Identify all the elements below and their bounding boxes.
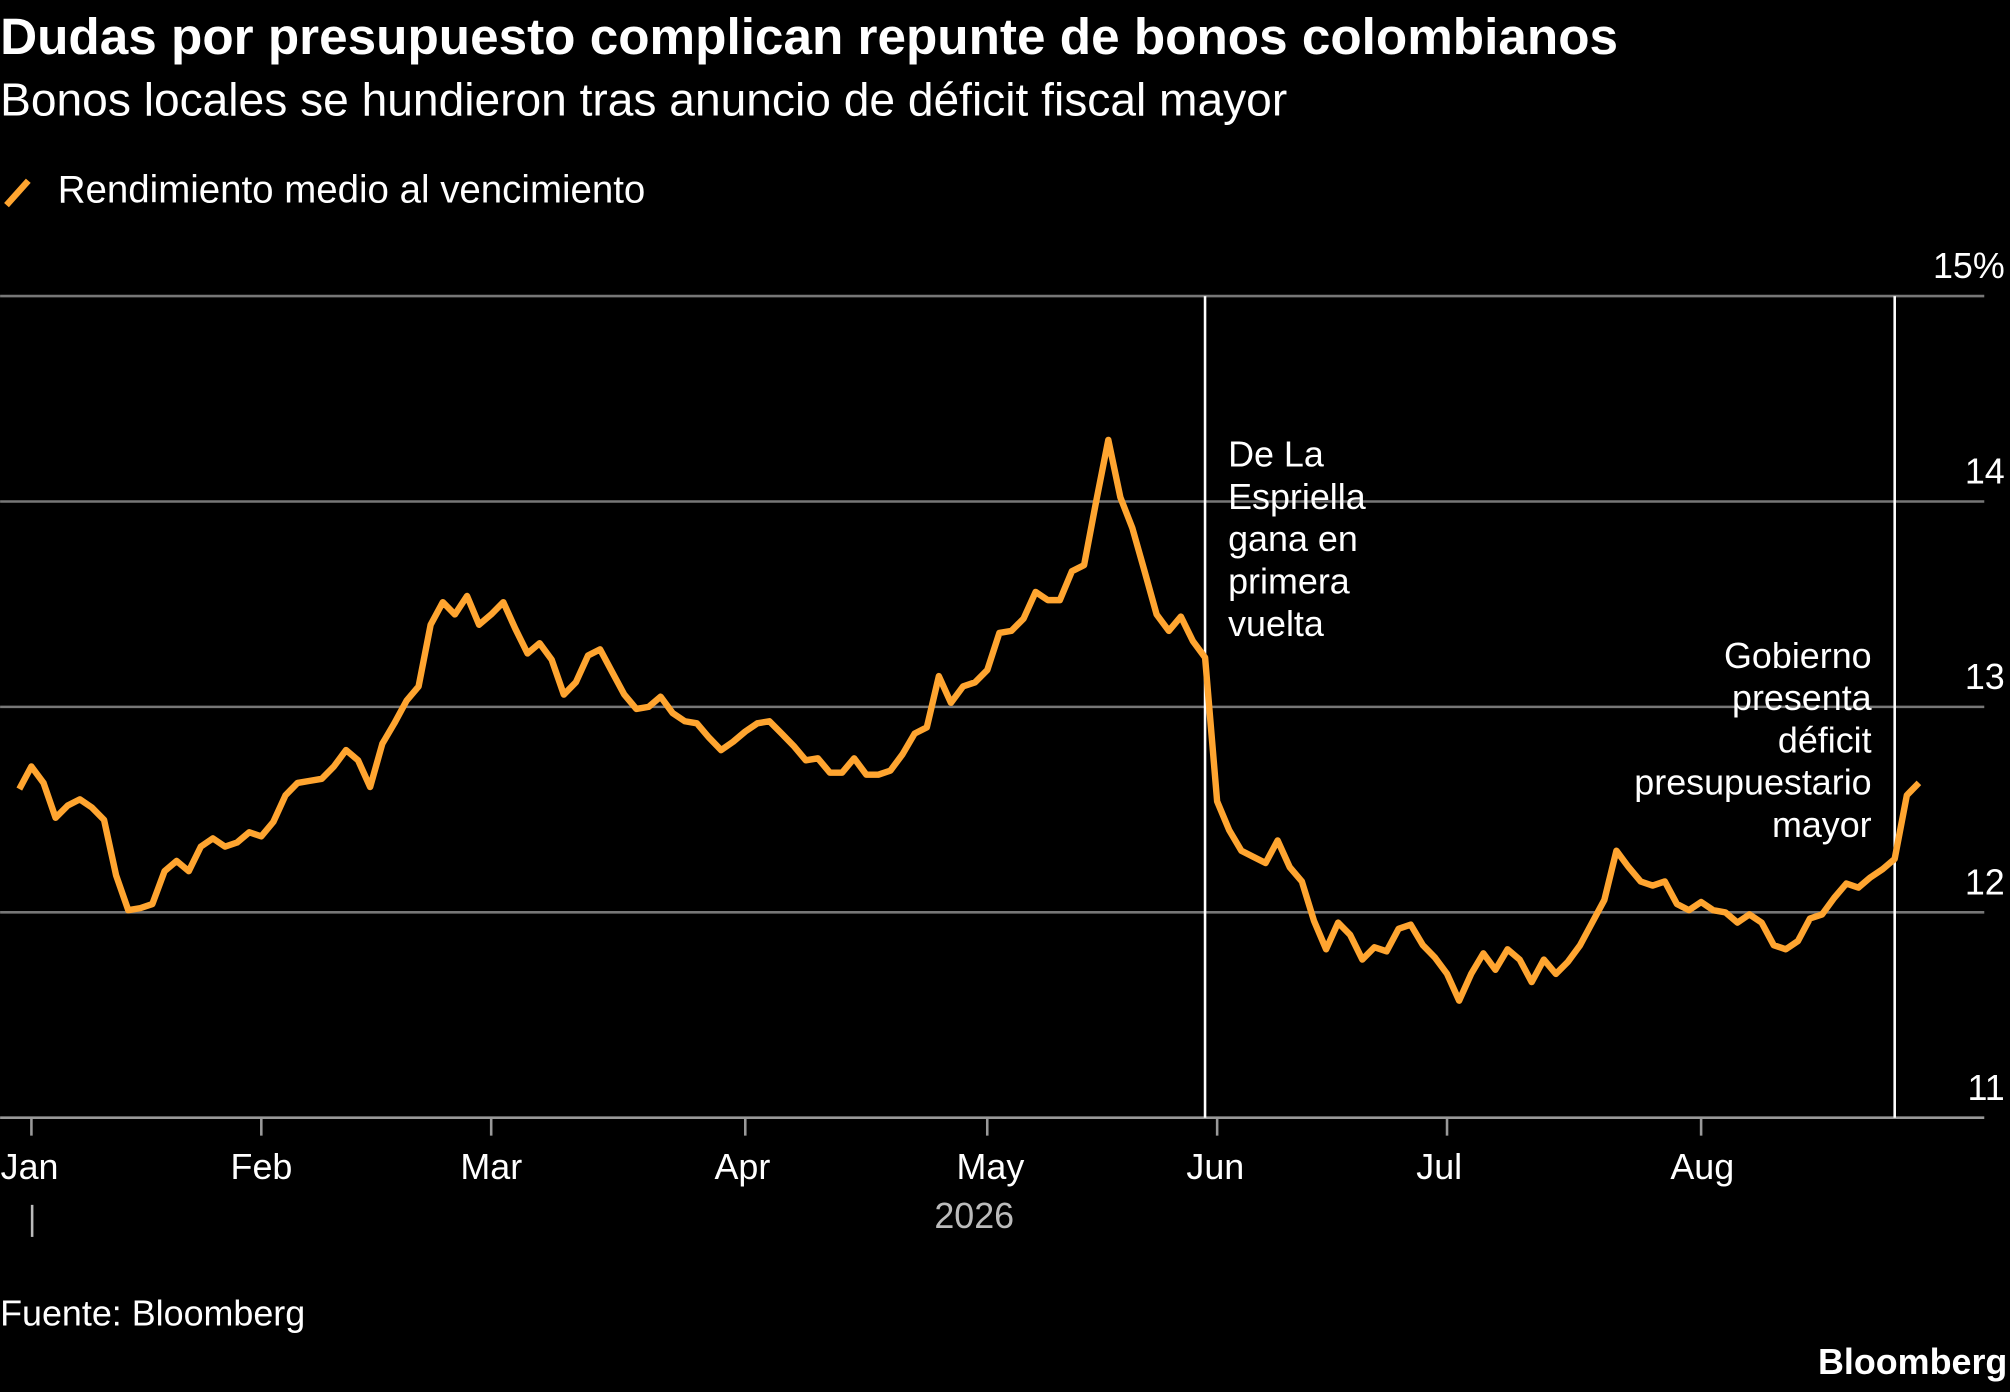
y-tick-label: 11 xyxy=(1968,1068,2005,1108)
annotation-text: mayor xyxy=(1772,805,1872,845)
chart-subtitle: Bonos locales se hundieron tras anuncio … xyxy=(0,73,1287,125)
x-tick-label: Jul xyxy=(1416,1147,1462,1187)
brand: Bloomberg xyxy=(1818,1342,2007,1382)
legend-label: Rendimiento medio al vencimiento xyxy=(58,169,646,212)
x-tick-label: May xyxy=(956,1147,1024,1187)
x-tick-label: Jan xyxy=(1,1147,59,1187)
x-tick-label: Aug xyxy=(1670,1147,1734,1187)
annotation-text: presupuestario xyxy=(1634,763,1871,803)
annotation-text: presenta xyxy=(1732,678,1872,718)
source: Fuente: Bloomberg xyxy=(0,1293,305,1333)
chart-title: Dudas por presupuesto complican repunte … xyxy=(0,8,1618,65)
annotation-text: Gobierno xyxy=(1724,636,1872,676)
y-tick-label: 14 xyxy=(1965,452,2005,492)
annotation-text: gana en xyxy=(1228,519,1358,559)
x-axis-label: 2026 xyxy=(934,1196,1014,1236)
annotation-text: vuelta xyxy=(1228,604,1324,644)
data-line xyxy=(16,436,1922,1004)
y-tick-label: 13 xyxy=(1965,657,2005,697)
annotation-text: Espriella xyxy=(1228,477,1366,517)
annotation-text: primera xyxy=(1228,561,1350,601)
x-tick-label: Mar xyxy=(460,1147,522,1187)
y-tick-label: 12 xyxy=(1965,862,2005,902)
annotation-text: De La xyxy=(1228,435,1324,475)
legend-swatch xyxy=(4,178,31,208)
y-tick-label: 15% xyxy=(1933,246,2005,286)
annotation-text: déficit xyxy=(1778,720,1872,760)
x-tick-label: Apr xyxy=(715,1147,771,1187)
x-tick-label: Feb xyxy=(231,1147,293,1187)
x-tick-label: Jun xyxy=(1186,1147,1244,1187)
